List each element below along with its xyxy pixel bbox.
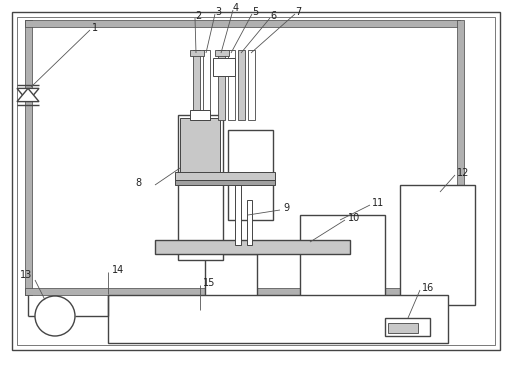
Circle shape — [35, 296, 75, 336]
Bar — [300, 215, 385, 325]
Bar — [190, 50, 204, 56]
Bar — [175, 180, 275, 185]
Bar — [385, 318, 430, 336]
Text: 7: 7 — [295, 7, 301, 17]
Text: 2: 2 — [195, 11, 201, 21]
Bar — [247, 200, 252, 245]
Bar — [193, 50, 200, 120]
Bar — [238, 50, 245, 120]
Bar — [180, 118, 220, 173]
Bar — [25, 20, 460, 27]
Text: 8: 8 — [135, 178, 141, 188]
Bar — [248, 50, 255, 120]
Bar — [235, 185, 241, 245]
Text: 16: 16 — [422, 283, 434, 293]
Bar — [108, 295, 448, 343]
Text: 14: 14 — [112, 265, 124, 275]
Bar — [25, 20, 32, 295]
Text: 12: 12 — [457, 168, 469, 178]
Polygon shape — [17, 88, 39, 102]
Text: 1: 1 — [92, 23, 98, 33]
Bar — [203, 50, 210, 120]
Text: 4: 4 — [233, 3, 239, 13]
Bar — [218, 50, 225, 120]
Text: 3: 3 — [215, 7, 221, 17]
Text: 5: 5 — [252, 7, 258, 17]
Bar — [175, 172, 275, 180]
Bar — [25, 288, 464, 295]
Bar — [228, 50, 235, 120]
Bar — [178, 115, 223, 260]
Text: 13: 13 — [20, 270, 32, 280]
Bar — [17, 17, 495, 345]
Polygon shape — [17, 88, 39, 102]
Bar — [228, 130, 273, 220]
Text: 6: 6 — [270, 11, 276, 21]
Bar — [388, 323, 418, 333]
Text: 10: 10 — [348, 213, 360, 223]
Bar — [213, 58, 235, 76]
Bar — [205, 254, 257, 334]
Text: 11: 11 — [372, 198, 384, 208]
Text: 9: 9 — [283, 203, 289, 213]
Bar — [457, 20, 464, 295]
Text: 15: 15 — [203, 278, 216, 288]
Bar — [400, 185, 475, 305]
Bar — [190, 110, 210, 120]
Bar — [215, 50, 229, 56]
Bar — [155, 240, 350, 254]
